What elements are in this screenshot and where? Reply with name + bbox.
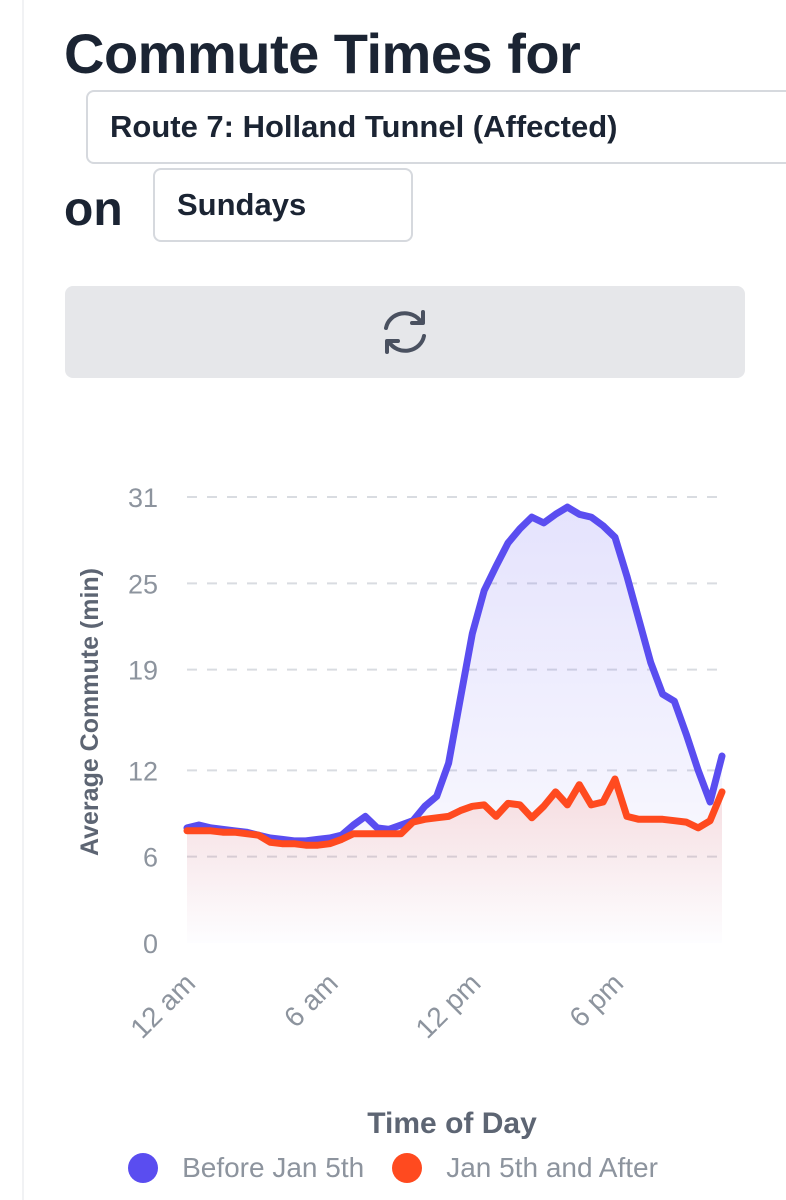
x-tick-label: 6 am xyxy=(278,967,344,1033)
page-title: Commute Times for xyxy=(64,22,581,85)
legend-dot-after xyxy=(392,1153,423,1183)
x-tick-label: 12 am xyxy=(124,967,201,1044)
commute-chart: 0 6 12 19 25 31 12 am 6 am 12 pm 6 pm Average Co… xyxy=(76,483,726,1140)
route-select[interactable]: Route 7: Holland Tunnel (Affected) xyxy=(86,90,786,164)
x-tick-label: 6 pm xyxy=(563,967,629,1033)
y-tick-label: 12 xyxy=(128,756,158,786)
y-tick-label: 31 xyxy=(128,483,158,513)
day-select[interactable]: Sundays xyxy=(153,168,413,242)
series-line-after[interactable] xyxy=(183,775,726,849)
left-border xyxy=(22,0,24,1200)
series-areas xyxy=(187,507,722,943)
series-line-before[interactable] xyxy=(183,503,726,845)
y-tick-label: 0 xyxy=(143,929,158,959)
refresh-button[interactable] xyxy=(65,286,745,378)
refresh-icon xyxy=(384,310,426,354)
y-axis-label: Average Commute (min) xyxy=(76,568,104,856)
series-area-after xyxy=(187,779,722,943)
y-axis-ticks: 0 6 12 19 25 31 xyxy=(128,483,158,959)
y-tick-label: 19 xyxy=(128,656,158,686)
legend-item-before[interactable]: Before Jan 5th xyxy=(128,1152,364,1184)
y-tick-label: 6 xyxy=(143,843,158,873)
legend: Before Jan 5th Jan 5th and After xyxy=(0,1148,786,1188)
on-label: on xyxy=(64,183,123,236)
series-lines xyxy=(183,503,726,849)
y-tick-label: 25 xyxy=(128,569,158,599)
legend-item-after[interactable]: Jan 5th and After xyxy=(392,1152,658,1184)
legend-dot-before xyxy=(128,1153,159,1183)
x-axis-label: Time of Day xyxy=(367,1107,537,1140)
legend-label-after: Jan 5th and After xyxy=(446,1152,658,1183)
legend-label-before: Before Jan 5th xyxy=(182,1152,365,1183)
x-tick-label: 12 pm xyxy=(410,967,487,1044)
x-axis-ticks: 12 am 6 am 12 pm 6 pm xyxy=(124,967,629,1044)
